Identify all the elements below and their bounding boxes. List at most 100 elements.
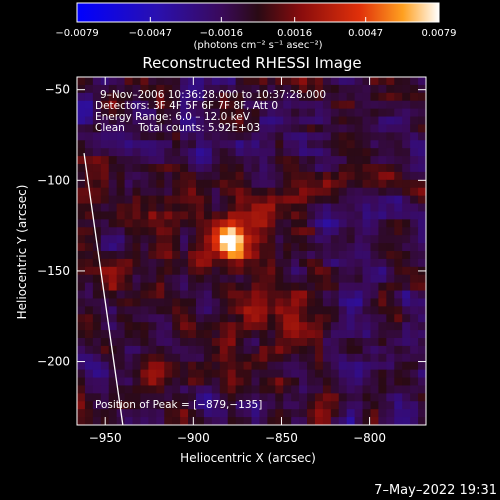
heatmap-cell <box>148 235 157 244</box>
heatmap-cell <box>195 187 205 197</box>
heatmap-cell <box>203 84 213 94</box>
heatmap-cell <box>108 140 118 149</box>
heatmap-cell <box>140 100 149 110</box>
colorbar-tick-label: −0.0016 <box>200 28 243 39</box>
heatmap-cell <box>283 345 292 355</box>
heatmap-cell <box>251 266 261 276</box>
heatmap-cell <box>378 377 387 387</box>
heatmap-cell <box>314 243 324 252</box>
heatmap-cell <box>378 92 387 102</box>
heatmap-cell <box>195 274 205 284</box>
heatmap-cell <box>84 179 94 189</box>
heatmap-cell <box>394 195 403 205</box>
heatmap-cell <box>402 282 411 292</box>
heatmap-cell <box>275 227 284 236</box>
heatmap-cell <box>410 132 419 141</box>
heatmap-cell <box>307 195 316 205</box>
heatmap-cell <box>100 274 110 284</box>
heatmap-cell <box>394 219 403 228</box>
heatmap-cell <box>402 156 411 165</box>
heatmap-cell <box>354 409 364 418</box>
heatmap-cell <box>291 164 300 173</box>
heatmap-cell <box>330 266 340 276</box>
heatmap-cell <box>227 385 237 394</box>
heatmap-cell <box>164 322 173 331</box>
heatmap-cell <box>410 306 419 315</box>
heatmap-cell <box>346 156 356 165</box>
heatmap-cell <box>354 100 364 110</box>
heatmap-cell <box>100 124 110 133</box>
heatmap-cell <box>283 401 292 410</box>
heatmap-cell <box>338 171 348 181</box>
heatmap-cell <box>338 187 348 197</box>
heatmap-cell <box>188 345 197 355</box>
render-timestamp: 7–May–2022 19:31 <box>374 483 497 498</box>
heatmap-cell <box>132 258 142 268</box>
heatmap-cell <box>108 100 118 110</box>
heatmap-cell <box>124 322 134 331</box>
heatmap-cell <box>346 243 356 252</box>
heatmap-cell <box>77 84 86 94</box>
heatmap-cell <box>386 409 395 418</box>
heatmap-cell <box>108 251 118 260</box>
heatmap-cell <box>180 92 189 102</box>
heatmap-cell <box>259 298 268 307</box>
heatmap-cell <box>378 266 387 276</box>
heatmap-cell <box>259 306 268 315</box>
heatmap-cell <box>108 401 118 410</box>
heatmap-cell <box>172 124 181 133</box>
heatmap-cell <box>188 266 197 276</box>
heatmap-cell <box>195 282 205 292</box>
heatmap-cell <box>330 227 340 236</box>
heatmap-cell <box>188 132 197 141</box>
colorbar-tick-label: −0.0047 <box>129 28 172 39</box>
heatmap-cell <box>203 148 213 157</box>
heatmap-cell <box>243 393 253 402</box>
heatmap-cell <box>77 314 86 323</box>
heatmap-cell <box>132 235 142 244</box>
heatmap-cell <box>307 243 316 252</box>
heatmap-cell <box>116 77 126 86</box>
heatmap-cell <box>132 195 142 205</box>
heatmap-cell <box>219 227 229 236</box>
heatmap-cell <box>77 116 86 126</box>
x-tick-label: −850 <box>265 431 298 445</box>
heatmap-cell <box>124 401 134 410</box>
heatmap-cell <box>164 338 173 347</box>
heatmap-cell <box>180 187 189 197</box>
heatmap-cell <box>267 108 276 118</box>
heatmap-cell <box>108 409 118 418</box>
heatmap-cell <box>338 92 348 102</box>
heatmap-cell <box>235 298 245 307</box>
heatmap-cell <box>100 361 110 371</box>
heatmap-cell <box>195 290 205 300</box>
heatmap-cell <box>156 338 165 347</box>
heatmap-cell <box>402 84 411 94</box>
heatmap-cell <box>156 187 165 197</box>
heatmap-cell <box>124 369 134 379</box>
heatmap-cell <box>108 361 118 371</box>
heatmap-cell <box>92 84 102 94</box>
heatmap-cell <box>164 132 173 141</box>
heatmap-cell <box>211 84 221 94</box>
heatmap-cell <box>243 298 253 307</box>
heatmap-cell <box>346 132 356 141</box>
heatmap-cell <box>251 219 261 228</box>
heatmap-cell <box>243 116 253 126</box>
heatmap-cell <box>195 92 205 102</box>
heatmap-cell <box>84 77 94 86</box>
heatmap-cell <box>299 377 308 387</box>
heatmap-cell <box>156 361 165 371</box>
heatmap-cell <box>124 393 134 402</box>
heatmap-cell <box>148 353 157 363</box>
heatmap-cell <box>338 258 348 268</box>
heatmap-cell <box>314 306 324 315</box>
heatmap-cell <box>92 171 102 181</box>
heatmap-cell <box>164 108 173 118</box>
heatmap-cell <box>338 124 348 133</box>
heatmap-cell <box>378 290 387 300</box>
heatmap-cell <box>418 298 426 307</box>
heatmap-cell <box>402 274 411 284</box>
heatmap-cell <box>330 195 340 205</box>
heatmap-cell <box>267 84 276 94</box>
